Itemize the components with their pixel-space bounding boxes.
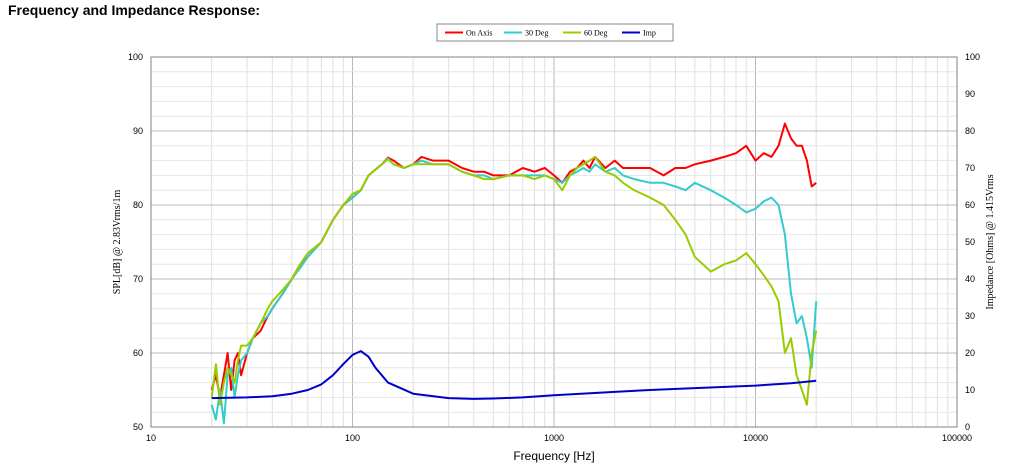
y2-tick-label: 0 [965, 422, 970, 432]
y-tick-label: 90 [133, 126, 143, 136]
y2-tick-label: 60 [965, 200, 975, 210]
y2-tick-label: 10 [965, 385, 975, 395]
y2-tick-label: 50 [965, 237, 975, 247]
x-tick-label: 10000 [743, 433, 768, 443]
x-tick-label: 100 [345, 433, 360, 443]
legend-label: On Axis [466, 29, 492, 38]
y2-tick-label: 100 [965, 52, 980, 62]
legend: On Axis 30 Deg 60 Deg Imp [436, 23, 674, 42]
series-line-imp [211, 350, 817, 400]
series-line-on-axis [210, 122, 817, 399]
y-tick-label: 50 [133, 422, 143, 432]
y2-tick-label: 90 [965, 89, 975, 99]
x-tick-label: 100000 [942, 433, 972, 443]
x-tick-label: 1000 [544, 433, 564, 443]
y-tick-label: 70 [133, 274, 143, 284]
x-tick-label: 10 [146, 433, 156, 443]
y2-tick-label: 20 [965, 348, 975, 358]
x-axis-label: Frequency [Hz] [513, 449, 594, 463]
y2-tick-label: 30 [965, 311, 975, 321]
legend-label: 60 Deg [584, 29, 607, 38]
y-tick-label: 60 [133, 348, 143, 358]
series-group [210, 122, 818, 425]
y-tick-label: 80 [133, 200, 143, 210]
legend-label: Imp [643, 29, 656, 38]
plot-border [150, 56, 958, 428]
legend-box [436, 23, 674, 42]
y-axis-label: SPL[dB] @ 2.83Vrms/1m [112, 190, 123, 295]
legend-label: 30 Deg [525, 29, 548, 38]
y-tick-label: 100 [128, 52, 143, 62]
y2-tick-label: 40 [965, 274, 975, 284]
series-line-60-deg [210, 155, 818, 406]
y2-axis-label: Impedance [Ohms] @ 1.415Vrms [985, 174, 996, 309]
page-title: Frequency and Impedance Response: [8, 2, 261, 18]
y2-tick-label: 70 [965, 163, 975, 173]
y2-tick-label: 80 [965, 126, 975, 136]
